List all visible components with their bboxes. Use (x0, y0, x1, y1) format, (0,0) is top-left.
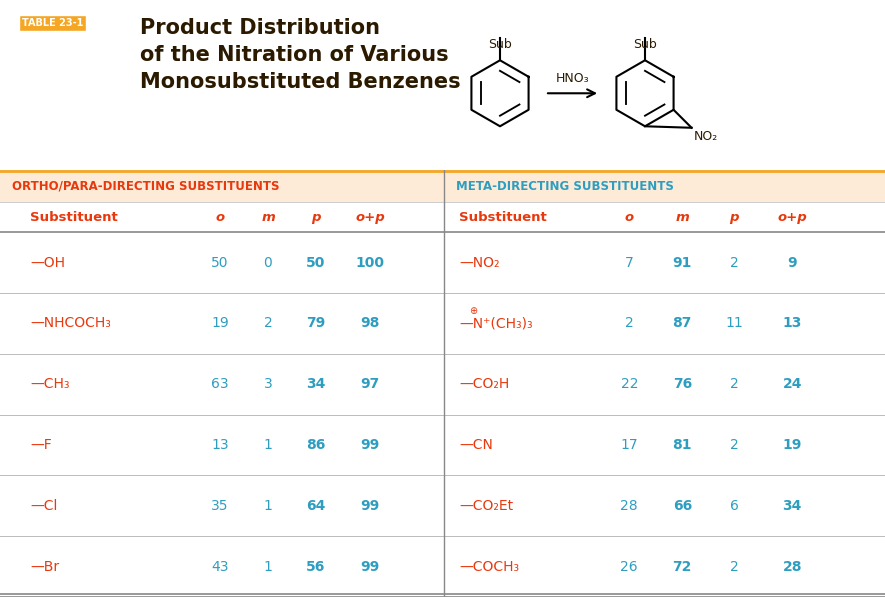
Text: 26: 26 (620, 559, 638, 574)
Text: 24: 24 (782, 377, 802, 391)
Text: —CO₂H: —CO₂H (459, 377, 510, 391)
Text: Substituent: Substituent (459, 211, 547, 224)
Text: 6: 6 (730, 498, 739, 513)
Text: 19: 19 (212, 316, 229, 330)
Text: m: m (261, 211, 275, 224)
Text: —CH₃: —CH₃ (30, 377, 70, 391)
Text: 28: 28 (620, 498, 638, 513)
Text: Sub: Sub (633, 38, 657, 51)
Text: 11: 11 (726, 316, 743, 330)
Text: 34: 34 (782, 498, 802, 513)
Text: 99: 99 (360, 559, 380, 574)
Text: 13: 13 (212, 438, 229, 452)
Text: —NHCOCH₃: —NHCOCH₃ (30, 316, 111, 330)
Text: 87: 87 (673, 316, 692, 330)
Text: META-DIRECTING SUBSTITUENTS: META-DIRECTING SUBSTITUENTS (457, 180, 674, 193)
Text: 64: 64 (306, 498, 326, 513)
Text: 35: 35 (212, 498, 228, 513)
Text: NO₂: NO₂ (694, 130, 718, 143)
Text: p: p (312, 211, 320, 224)
Text: o: o (625, 211, 634, 224)
Text: 1: 1 (264, 498, 273, 513)
Text: 81: 81 (673, 438, 692, 452)
Text: HNO₃: HNO₃ (556, 72, 589, 85)
Text: 50: 50 (212, 256, 228, 270)
Text: —OH: —OH (30, 256, 65, 270)
Text: 34: 34 (306, 377, 326, 391)
Text: 9: 9 (788, 256, 797, 270)
Text: 50: 50 (306, 256, 326, 270)
Text: 2: 2 (264, 316, 273, 330)
Text: —Br: —Br (30, 559, 59, 574)
Text: o+p: o+p (777, 211, 807, 224)
Text: 99: 99 (360, 498, 380, 513)
Text: 7: 7 (625, 256, 634, 270)
Text: 97: 97 (360, 377, 380, 391)
Text: 1: 1 (264, 438, 273, 452)
Text: o: o (215, 211, 225, 224)
Text: 19: 19 (782, 438, 802, 452)
Text: Product Distribution: Product Distribution (140, 18, 380, 38)
Text: 0: 0 (264, 256, 273, 270)
Text: 3: 3 (264, 377, 273, 391)
Text: —NO₂: —NO₂ (459, 256, 500, 270)
Text: 22: 22 (620, 377, 638, 391)
Text: 99: 99 (360, 438, 380, 452)
Text: ⊕: ⊕ (469, 306, 477, 316)
Text: Substituent: Substituent (30, 211, 118, 224)
Text: 91: 91 (673, 256, 692, 270)
Text: 72: 72 (673, 559, 692, 574)
Text: —F: —F (30, 438, 51, 452)
Text: 86: 86 (306, 438, 326, 452)
Text: 66: 66 (673, 498, 692, 513)
Text: —CO₂Et: —CO₂Et (459, 498, 513, 513)
Text: 13: 13 (782, 316, 802, 330)
Text: 2: 2 (625, 316, 634, 330)
Text: 79: 79 (306, 316, 326, 330)
Text: 76: 76 (673, 377, 692, 391)
Text: 2: 2 (730, 559, 739, 574)
Text: —N⁺(CH₃)₃: —N⁺(CH₃)₃ (459, 316, 533, 330)
Text: —CN: —CN (459, 438, 493, 452)
Text: m: m (675, 211, 689, 224)
Text: 2: 2 (730, 438, 739, 452)
Text: 63: 63 (212, 377, 229, 391)
Text: 2: 2 (730, 377, 739, 391)
Text: 17: 17 (620, 438, 638, 452)
Text: 1: 1 (264, 559, 273, 574)
Bar (444, 170, 885, 202)
Text: ORTHO/PARA-DIRECTING SUBSTITUENTS: ORTHO/PARA-DIRECTING SUBSTITUENTS (12, 180, 280, 193)
Text: —COCH₃: —COCH₃ (459, 559, 519, 574)
Text: 100: 100 (356, 256, 384, 270)
Text: —Cl: —Cl (30, 498, 58, 513)
Text: o+p: o+p (355, 211, 385, 224)
Text: 28: 28 (782, 559, 802, 574)
Text: of the Nitration of Various: of the Nitration of Various (140, 45, 449, 65)
Text: p: p (729, 211, 739, 224)
Text: 43: 43 (212, 559, 228, 574)
Text: TABLE 23-1: TABLE 23-1 (22, 18, 83, 28)
Text: Monosubstituted Benzenes: Monosubstituted Benzenes (140, 72, 460, 92)
Text: 2: 2 (730, 256, 739, 270)
Text: 56: 56 (306, 559, 326, 574)
Text: 98: 98 (360, 316, 380, 330)
Text: Sub: Sub (489, 38, 512, 51)
Bar (0, 170, 444, 202)
